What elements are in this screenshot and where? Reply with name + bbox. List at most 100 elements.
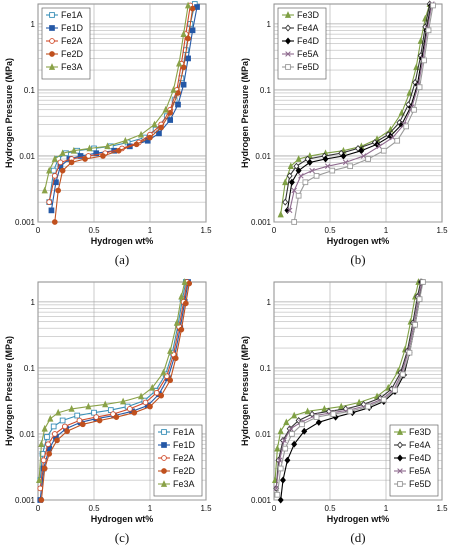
data-point [412,321,418,328]
data-point [40,457,47,464]
y-tick-label: 0.1 [24,86,36,95]
x-tick-label: 1 [384,504,389,513]
y-tick-label: 0.01 [19,430,35,439]
x-axis-label: Hydrogen wt% [327,514,390,524]
data-point [77,153,84,159]
data-point [51,431,58,437]
data-point [282,445,289,452]
legend-marker [397,441,403,449]
data-point [176,59,183,67]
data-point [70,146,77,154]
data-point [59,167,66,174]
data-point [156,130,162,137]
data-point [51,155,58,162]
data-point [50,423,57,430]
legend-marker [397,454,403,462]
data-point [68,404,75,412]
legend-label: Fe4A [297,23,319,33]
legend: Fe1A Fe1D Fe2A Fe2D Fe3A [153,424,203,497]
legend-label: Fe5A [409,466,431,476]
legend-marker [285,51,291,57]
data-point [79,421,86,428]
data-point [147,403,153,410]
data-point [85,402,92,410]
data-point [102,400,109,408]
legend-marker [285,64,291,70]
legend-label: Fe2D [173,466,196,476]
x-axis-label: Hydrogen wt% [91,236,154,246]
legend-label: Fe1A [61,10,83,20]
legend-label: Fe2A [61,36,83,46]
data-point [182,300,189,307]
series-line [275,281,423,489]
x-axis-label: Hydrogen wt% [91,514,154,524]
data-point [276,457,283,463]
data-point [54,437,60,444]
data-point [180,81,187,88]
y-axis-label: Hydrogen Pressure (MPa) [4,58,14,168]
y-tick-label: 0.1 [260,86,272,95]
data-point [59,417,66,424]
x-tick-label: 0.5 [88,504,100,513]
data-point [288,178,295,186]
data-point [96,417,103,424]
series-line [39,281,187,481]
data-point [279,476,286,484]
y-tick-label: 0.1 [24,364,36,373]
y-tick-label: 0.001 [15,496,36,505]
data-point [291,440,298,448]
data-point [151,120,158,128]
legend-label: Fe2A [173,453,195,463]
y-tick-label: 0.001 [251,218,272,227]
legend-marker [284,11,292,18]
y-tick-label: 0.001 [251,496,272,505]
data-point [76,417,83,424]
data-point [376,143,383,150]
legend-label: Fe1D [61,23,84,33]
data-point [338,402,345,410]
data-point [64,428,70,435]
panel-d: 0.001 0.01 0.1 1 0 0.5 1 1.5 Hydrogen wt% Hydroge… [240,278,448,545]
x-tick-label: 0 [36,504,41,513]
data-point [38,440,45,448]
data-point [342,159,349,166]
data-point [360,153,367,159]
data-point [347,163,354,170]
data-point [158,392,165,399]
data-point [325,163,331,169]
data-point [186,280,193,287]
legend-marker [161,455,167,461]
series-fe3a [36,278,188,483]
x-tick-label: 1.5 [436,226,448,235]
x-tick-label: 0 [36,226,41,235]
data-point [131,409,138,416]
data-point [403,123,410,130]
data-point [62,423,68,430]
data-point [147,134,153,141]
legend-label: Fe4D [297,36,320,46]
data-point [41,465,48,472]
data-point [44,434,50,440]
y-axis-label: Hydrogen Pressure (MPa) [4,336,14,446]
data-point [93,150,100,157]
data-point [416,296,423,302]
data-point [57,159,64,166]
data-point [178,326,185,333]
data-point [86,144,93,152]
legend-marker [396,428,404,435]
legend-box [41,7,91,80]
data-point [291,219,298,225]
legend-label: Fe5A [297,49,319,59]
data-point [365,403,371,410]
data-point [181,278,188,285]
data-point [59,149,66,157]
data-point [330,411,337,417]
data-point [288,425,294,432]
legend-marker [49,38,55,44]
data-point [48,207,55,214]
data-point [425,27,432,34]
panel-caption: (d) [350,530,365,545]
legend-label: Fe4A [409,440,431,450]
data-point [142,399,149,406]
series-line [275,281,422,489]
